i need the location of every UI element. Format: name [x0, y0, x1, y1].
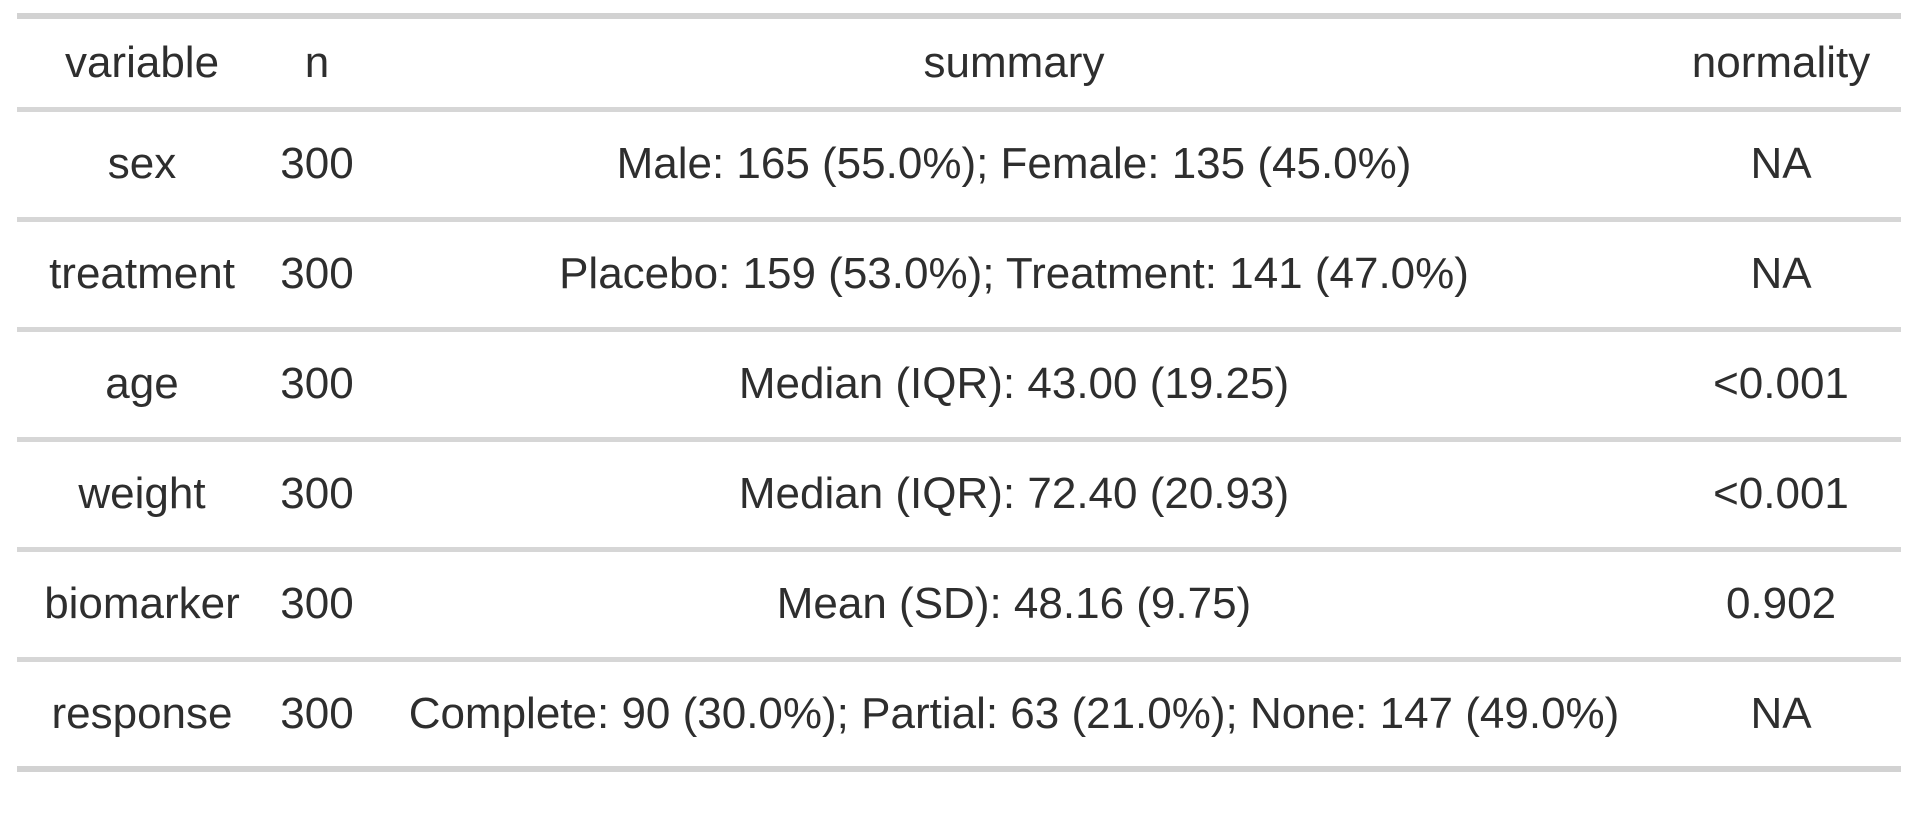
- cell-normality: NA: [1750, 249, 1812, 298]
- cell-variable: response: [51, 688, 233, 738]
- table-row: sex 300 Male: 165 (55.0%); Female: 135 (…: [17, 109, 1901, 219]
- cell-variable: age: [105, 359, 179, 408]
- cell-variable: sex: [107, 139, 177, 188]
- table-row: response 300 Complete: 90 (30.0%); Parti…: [17, 659, 1901, 769]
- cell-variable: treatment: [49, 249, 235, 298]
- table-row: weight 300 Median (IQR): 72.40 (20.93) <…: [17, 439, 1901, 549]
- cell-summary: Mean (SD): 48.16 (9.75): [776, 579, 1252, 628]
- table-header: variable n summary normality: [17, 16, 1901, 109]
- column-header-n: n: [304, 37, 330, 87]
- cell-n: 300: [280, 579, 354, 628]
- cell-normality: 0.902: [1725, 579, 1837, 628]
- cell-summary: Complete: 90 (30.0%); Partial: 63 (21.0%…: [408, 688, 1620, 738]
- cell-n: 300: [280, 249, 354, 298]
- column-header-variable: variable: [64, 37, 220, 87]
- cell-summary: Median (IQR): 43.00 (19.25): [738, 359, 1290, 408]
- cell-normality: NA: [1750, 688, 1812, 738]
- cell-n: 300: [280, 469, 354, 518]
- summary-table-container: variable n summary normality sex 300 Mal…: [17, 13, 1901, 772]
- cell-summary: Placebo: 159 (53.0%); Treatment: 141 (47…: [559, 249, 1469, 298]
- cell-variable: biomarker: [44, 579, 240, 628]
- cell-variable: weight: [78, 469, 206, 518]
- table-body: sex 300 Male: 165 (55.0%); Female: 135 (…: [17, 109, 1901, 769]
- cell-n: 300: [280, 359, 354, 408]
- cell-normality: <0.001: [1713, 469, 1849, 518]
- header-row: variable n summary normality: [17, 16, 1901, 109]
- table-row: age 300 Median (IQR): 43.00 (19.25) <0.0…: [17, 329, 1901, 439]
- table-row: treatment 300 Placebo: 159 (53.0%); Trea…: [17, 219, 1901, 329]
- cell-summary: Median (IQR): 72.40 (20.93): [738, 469, 1290, 518]
- column-header-normality: normality: [1691, 37, 1871, 87]
- table-row: biomarker 300 Mean (SD): 48.16 (9.75) 0.…: [17, 549, 1901, 659]
- column-header-summary: summary: [923, 37, 1105, 87]
- cell-n: 300: [280, 688, 354, 738]
- cell-normality: <0.001: [1713, 359, 1849, 408]
- cell-n: 300: [280, 139, 354, 188]
- summary-table: variable n summary normality sex 300 Mal…: [17, 13, 1901, 772]
- cell-summary: Male: 165 (55.0%); Female: 135 (45.0%): [616, 139, 1412, 188]
- cell-normality: NA: [1750, 139, 1812, 188]
